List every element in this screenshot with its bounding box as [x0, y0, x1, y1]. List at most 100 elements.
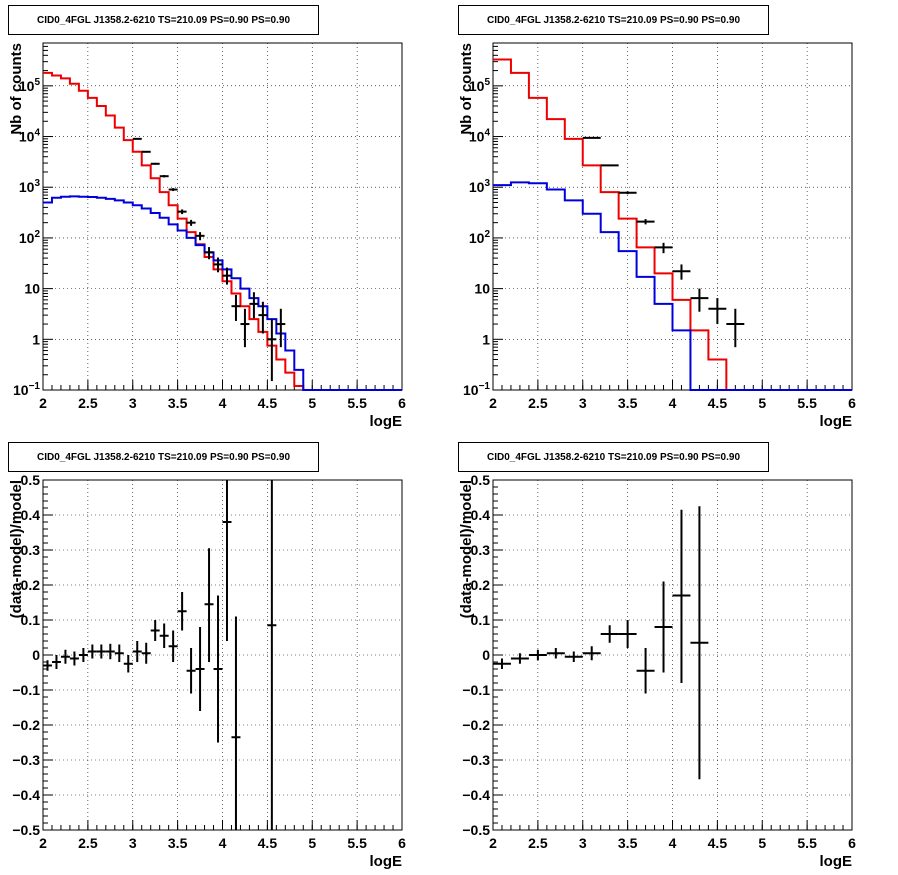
x-tick-label: 2.5	[528, 835, 548, 851]
data-point	[672, 509, 691, 683]
y-tick-label: 102	[469, 229, 491, 246]
x-tick-label: 2	[39, 395, 47, 411]
x-tick-label: 4.5	[708, 835, 728, 851]
data-point	[690, 506, 709, 780]
x-tick-label: 2.5	[528, 395, 548, 411]
x-tick-label: 4	[669, 835, 677, 851]
x-tick-label: 4	[669, 395, 677, 411]
data-point	[528, 649, 547, 661]
data-point	[564, 651, 583, 662]
y-tick-label: 0.5	[471, 472, 491, 488]
y-tick-label: 10	[24, 281, 40, 297]
y-tick-label: 0	[32, 647, 40, 663]
chart-p4: 2 2.5 3 3.5 4 4.5 5 5.5 6 −0.5 −0.4 −0.3 −0.2 −0.1 0 0.…	[458, 472, 856, 870]
x-tick-label: 2	[39, 835, 47, 851]
y-tick-label: 0	[482, 647, 490, 663]
data-point	[510, 653, 529, 664]
x-tick-label: 5.5	[797, 395, 817, 411]
x-tick-label: 3	[579, 835, 587, 851]
data-point	[51, 655, 61, 669]
data-point	[222, 267, 232, 285]
y-tick-label: −0.4	[12, 787, 40, 803]
y-tick-label: 10−1	[13, 381, 40, 398]
x-tick-label: 3.5	[618, 395, 638, 411]
x-tick-label: 3.5	[618, 835, 638, 851]
y-tick-label: 0.4	[21, 507, 41, 523]
x-tick-label: 6	[848, 835, 856, 851]
y-axis-label: Nb of counts	[8, 43, 25, 135]
x-axis-label: logE	[820, 853, 853, 870]
y-tick-label: 102	[19, 229, 41, 246]
chart-p1: 2 2.5 3 3.5 4 4.5 5 5.5 6 10−1 1 10 102 103 104 105 logE…	[8, 42, 406, 430]
y-tick-label: −0.3	[12, 752, 40, 768]
y-tick-label: 0.1	[21, 612, 41, 628]
x-tick-label: 5	[758, 395, 766, 411]
y-tick-label: 105	[469, 77, 491, 94]
y-tick-label: 1	[32, 331, 40, 347]
x-tick-label: 4	[219, 835, 227, 851]
x-tick-label: 2.5	[78, 835, 98, 851]
data-point	[276, 308, 286, 348]
data-point	[546, 648, 565, 659]
data-point	[222, 480, 232, 641]
data-point	[141, 150, 151, 153]
data-point	[493, 658, 511, 669]
x-tick-label: 2	[489, 835, 497, 851]
data-point	[186, 648, 196, 694]
y-axis-label: (data-model)/model	[8, 480, 25, 618]
data-point	[636, 648, 655, 694]
data-point	[258, 301, 268, 334]
data-point	[618, 620, 637, 648]
y-tick-label: 0.3	[471, 542, 491, 558]
y-tick-label: 0.4	[471, 507, 491, 523]
y-tick-label: 1	[482, 331, 490, 347]
x-axis-label: logE	[820, 413, 853, 430]
plot-frame	[492, 42, 853, 391]
y-tick-label: 0.1	[471, 612, 491, 628]
data-point	[582, 136, 601, 139]
panel-title-p1: CID0_4FGL J1358.2-6210 TS=210.09 PS=0.90…	[8, 5, 319, 35]
x-tick-label: 3	[579, 395, 587, 411]
data-point	[582, 646, 601, 661]
data-point	[177, 592, 187, 631]
y-tick-label: 104	[469, 128, 491, 145]
data-point	[69, 651, 79, 666]
x-tick-label: 6	[398, 395, 406, 411]
data-point	[213, 595, 223, 743]
data-point	[240, 308, 250, 348]
x-tick-label: 6	[398, 835, 406, 851]
data-point	[132, 137, 142, 140]
x-tick-label: 5.5	[347, 835, 367, 851]
y-tick-label: 0.3	[21, 542, 41, 558]
panel-title-p3: CID0_4FGL J1358.2-6210 TS=210.09 PS=0.90…	[8, 442, 319, 472]
x-tick-label: 2.5	[78, 395, 98, 411]
y-tick-label: −0.1	[12, 682, 40, 698]
data-point	[636, 219, 655, 225]
y-tick-label: 0.5	[21, 472, 41, 488]
data-point	[672, 264, 691, 280]
data-point	[267, 480, 277, 830]
data-point	[654, 242, 673, 254]
y-tick-label: 104	[19, 128, 41, 145]
data-point	[618, 191, 637, 195]
data-point	[168, 630, 178, 662]
y-tick-label: −0.5	[462, 822, 490, 838]
panel-title-p4: CID0_4FGL J1358.2-6210 TS=210.09 PS=0.90…	[458, 442, 769, 472]
data-point	[60, 649, 70, 664]
y-tick-label: −0.1	[462, 682, 490, 698]
data-point	[654, 581, 673, 673]
data-point	[204, 247, 214, 260]
y-tick-label: 0.2	[21, 577, 41, 593]
x-axis-label: logE	[370, 413, 403, 430]
data-point	[123, 655, 133, 673]
data-point	[168, 188, 178, 192]
data-point	[600, 164, 619, 167]
y-axis-label: Nb of counts	[458, 43, 475, 135]
data-point	[708, 298, 727, 325]
x-tick-label: 4	[219, 395, 227, 411]
x-tick-label: 3.5	[168, 395, 188, 411]
x-tick-label: 6	[848, 395, 856, 411]
data-point	[267, 319, 277, 382]
plot-frame	[492, 479, 853, 831]
